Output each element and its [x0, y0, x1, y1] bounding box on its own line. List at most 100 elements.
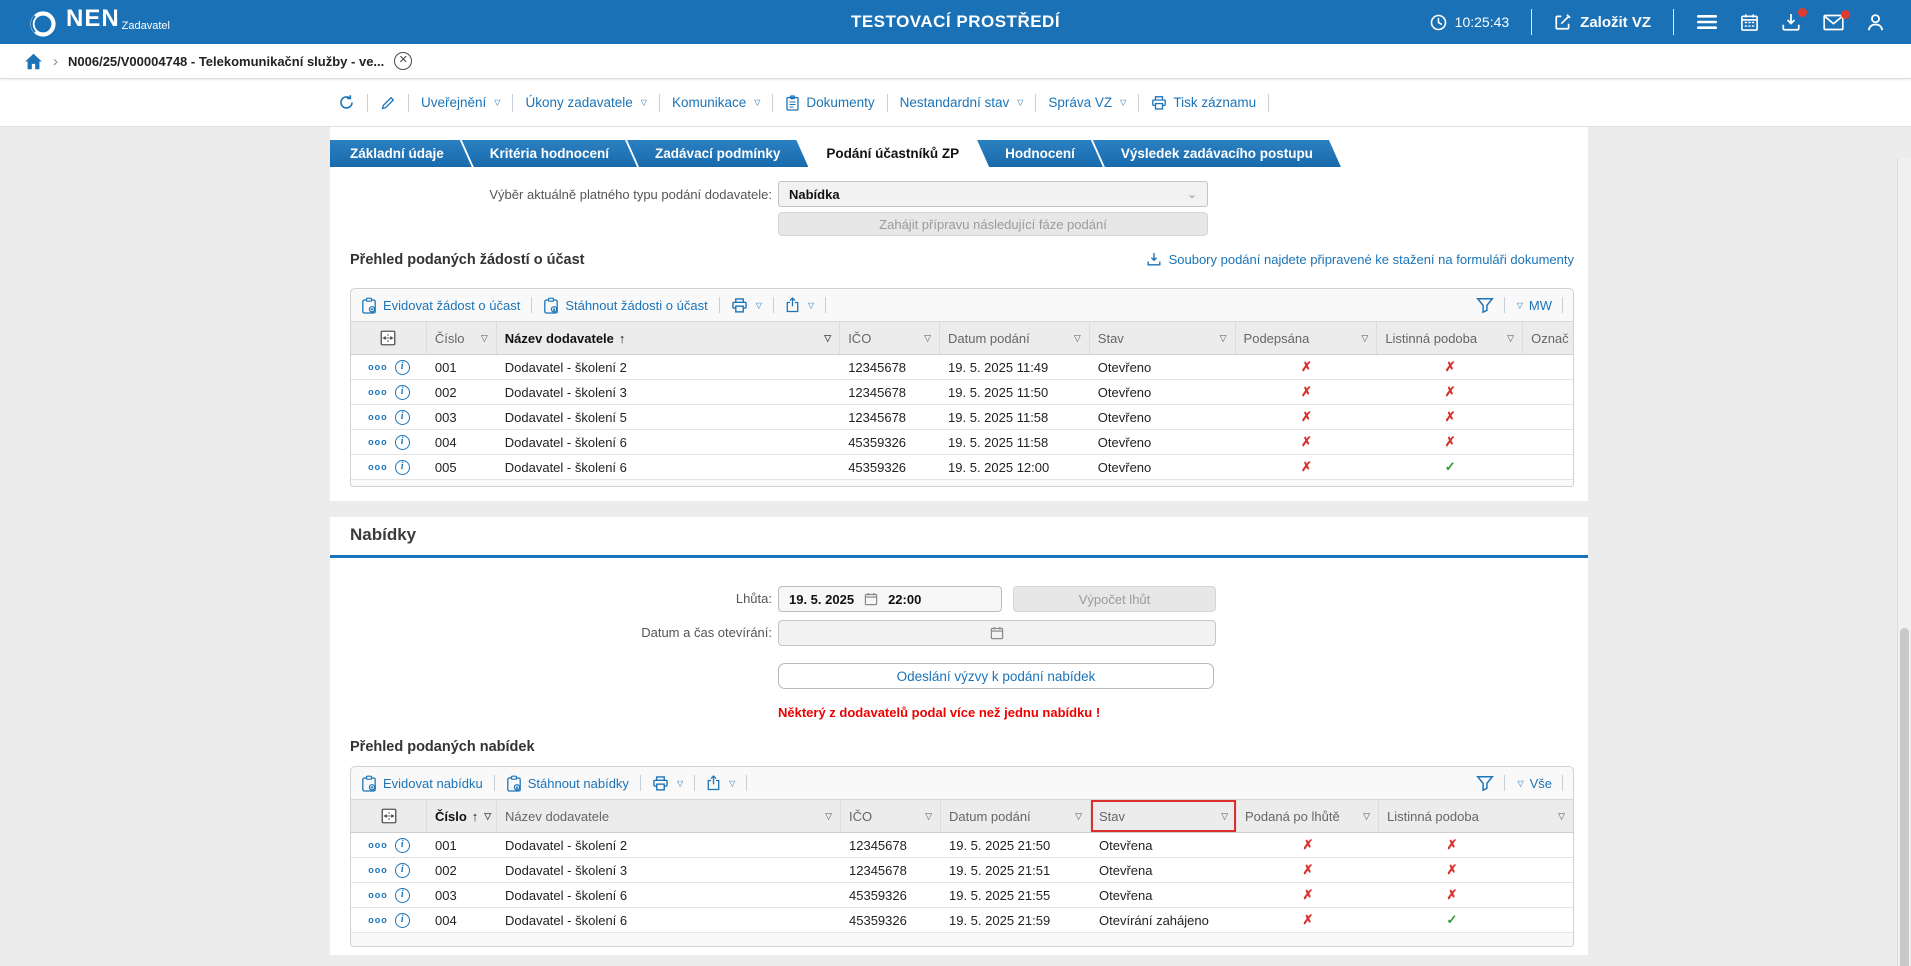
- info-icon[interactable]: i: [394, 409, 410, 425]
- send-invitation-button[interactable]: Odeslání výzvy k podání nabídek: [778, 663, 1214, 689]
- table-row[interactable]: ooo i 004 Dodavatel - školení 6 45359326…: [351, 908, 1573, 933]
- row-menu-icon[interactable]: ooo: [368, 387, 388, 397]
- row-menu-icon[interactable]: ooo: [368, 865, 388, 875]
- info-icon[interactable]: i: [394, 887, 410, 903]
- col-stav-highlighted[interactable]: Stav ▽: [1091, 800, 1237, 832]
- filter-triangle-icon[interactable]: ▽: [924, 332, 932, 343]
- calendar-button[interactable]: [1740, 13, 1759, 32]
- inbox-button[interactable]: [1781, 8, 1807, 32]
- column-chooser[interactable]: [351, 800, 427, 832]
- export-table-button[interactable]: ▽: [706, 775, 735, 791]
- lhuta-date-value[interactable]: 19. 5. 2025: [789, 591, 855, 607]
- filter-triangle-icon[interactable]: ▽: [825, 810, 832, 821]
- stahnout-zadosti-button[interactable]: Stáhnout žádosti o účast: [543, 297, 708, 314]
- row-menu-icon[interactable]: ooo: [368, 840, 388, 850]
- breadcrumb-item[interactable]: N006/25/V00004748 - Telekomunikační služ…: [68, 53, 385, 69]
- filter-triangle-icon[interactable]: ▽: [824, 332, 832, 343]
- oteviranni-input[interactable]: [778, 620, 1216, 646]
- print-table-button[interactable]: ▽: [652, 775, 683, 792]
- evidovat-zadost-button[interactable]: Evidovat žádost o účast: [361, 297, 520, 314]
- row-menu-icon[interactable]: ooo: [368, 462, 388, 472]
- edit-record-button[interactable]: [380, 95, 396, 111]
- messages-button[interactable]: [1823, 9, 1850, 31]
- filter-triangle-icon[interactable]: ▽: [1363, 810, 1370, 821]
- table-row[interactable]: ooo i 004 Dodavatel - školení 6 45359326…: [351, 430, 1573, 455]
- menu-komunikace[interactable]: Komunikace ▽: [671, 95, 761, 110]
- filter-button[interactable]: [1476, 775, 1495, 792]
- table-row[interactable]: ooo i 005 Dodavatel - školení 6 45359326…: [351, 455, 1573, 480]
- col-datum-podani[interactable]: Datum podání ▽: [941, 800, 1091, 832]
- table-row[interactable]: ooo i 001 Dodavatel - školení 2 12345678…: [351, 355, 1573, 380]
- filter-triangle-icon[interactable]: ▽: [1075, 810, 1082, 821]
- col-stav[interactable]: Stav ▽: [1090, 322, 1236, 354]
- close-icon[interactable]: ✕: [394, 52, 413, 70]
- filter-triangle-icon[interactable]: ▽: [480, 332, 488, 343]
- table-row[interactable]: ooo i 002 Dodavatel - školení 3 12345678…: [351, 858, 1573, 883]
- col-ico[interactable]: IČO ▽: [840, 322, 941, 354]
- info-icon[interactable]: i: [394, 434, 410, 450]
- vypocet-lhut-button[interactable]: Výpočet lhůt: [1013, 586, 1216, 612]
- export-table-button[interactable]: ▽: [785, 297, 814, 313]
- download-files-link[interactable]: Soubory podání najdete připravené ke sta…: [1146, 251, 1574, 267]
- table-row[interactable]: ooo i 001 Dodavatel - školení 2 12345678…: [351, 833, 1573, 858]
- history-button[interactable]: [338, 94, 355, 111]
- filter-preset-selector[interactable]: ▽ MW: [1516, 297, 1552, 313]
- table-row[interactable]: ooo i 002 Dodavatel - školení 3 12345678…: [351, 380, 1573, 405]
- profile-button[interactable]: [1866, 13, 1885, 32]
- info-icon[interactable]: i: [394, 384, 410, 400]
- info-icon[interactable]: i: [394, 912, 410, 928]
- filter-triangle-icon[interactable]: ▽: [1507, 332, 1515, 343]
- filter-triangle-icon[interactable]: ▽: [484, 810, 492, 821]
- menu-dokumenty[interactable]: Dokumenty: [785, 94, 875, 111]
- menu-tisk-zaznamu[interactable]: Tisk záznamu: [1151, 95, 1256, 111]
- menu-button[interactable]: [1696, 14, 1718, 30]
- start-next-phase-button[interactable]: Zahájit přípravu následující fáze podání: [778, 212, 1208, 236]
- info-icon[interactable]: i: [394, 459, 410, 475]
- tab[interactable]: Zadávací podmínky: [627, 140, 808, 167]
- tab[interactable]: Výsledek zadávacího postupu: [1093, 140, 1341, 167]
- col-ico[interactable]: IČO ▽: [841, 800, 941, 832]
- menu-uverejneni[interactable]: Uveřejnění ▽: [421, 95, 501, 110]
- info-icon[interactable]: i: [394, 862, 410, 878]
- filter-triangle-icon[interactable]: ▽: [925, 810, 932, 821]
- lhuta-time-value[interactable]: 22:00: [888, 591, 922, 607]
- col-nazev-dodavatele[interactable]: Název dodavatele ▽: [497, 800, 841, 832]
- col-podana-po-lhute[interactable]: Podaná po lhůtě ▽: [1237, 800, 1379, 832]
- filter-button[interactable]: [1475, 297, 1494, 314]
- stahnout-nabidky-button[interactable]: Stáhnout nabídky: [506, 775, 629, 792]
- row-menu-icon[interactable]: ooo: [368, 890, 388, 900]
- col-listinna-podoba[interactable]: Listinná podoba ▽: [1377, 322, 1524, 354]
- col-podepsana[interactable]: Podepsána ▽: [1236, 322, 1378, 354]
- scrollbar-thumb[interactable]: [1900, 628, 1909, 966]
- create-vz-button[interactable]: Založit VZ: [1554, 13, 1651, 31]
- nen-logo[interactable]: NEN Zadavatel: [28, 5, 170, 39]
- column-chooser[interactable]: [351, 322, 427, 354]
- filter-triangle-icon[interactable]: ▽: [1558, 810, 1565, 821]
- table-row[interactable]: ooo i 003 Dodavatel - školení 6 45359326…: [351, 883, 1573, 908]
- filter-triangle-icon[interactable]: ▽: [1073, 332, 1081, 343]
- menu-nestandardni-stav[interactable]: Nestandardní stav ▽: [899, 95, 1024, 110]
- vertical-scrollbar[interactable]: [1897, 158, 1911, 966]
- col-cislo[interactable]: Číslo ▽: [427, 322, 497, 354]
- row-menu-icon[interactable]: ooo: [368, 915, 388, 925]
- info-icon[interactable]: i: [394, 359, 410, 375]
- filter-triangle-icon[interactable]: ▽: [1221, 810, 1228, 821]
- info-icon[interactable]: i: [394, 837, 410, 853]
- tab[interactable]: Základní údaje: [330, 140, 472, 167]
- col-datum-podani[interactable]: Datum podání ▽: [940, 322, 1090, 354]
- print-table-button[interactable]: ▽: [731, 297, 762, 314]
- row-menu-icon[interactable]: ooo: [368, 362, 388, 372]
- col-oznaceni[interactable]: Označ: [1531, 330, 1569, 346]
- lhuta-input[interactable]: 19. 5. 2025 22:00: [778, 586, 1002, 612]
- tab[interactable]: Podání účastníků ZP: [798, 140, 987, 167]
- tab[interactable]: Hodnocení: [977, 140, 1103, 167]
- calendar-icon[interactable]: [864, 592, 878, 606]
- col-nazev-dodavatele[interactable]: Název dodavatele ↑ ▽: [497, 322, 841, 354]
- calendar-icon[interactable]: [990, 626, 1004, 640]
- filter-triangle-icon[interactable]: ▽: [1219, 332, 1227, 343]
- row-menu-icon[interactable]: ooo: [368, 412, 388, 422]
- tab[interactable]: Kritéria hodnocení: [462, 140, 637, 167]
- home-icon[interactable]: [24, 52, 43, 71]
- col-listinna-podoba[interactable]: Listinná podoba ▽: [1387, 808, 1565, 824]
- filter-preset-selector[interactable]: ▽ Vše: [1517, 775, 1552, 791]
